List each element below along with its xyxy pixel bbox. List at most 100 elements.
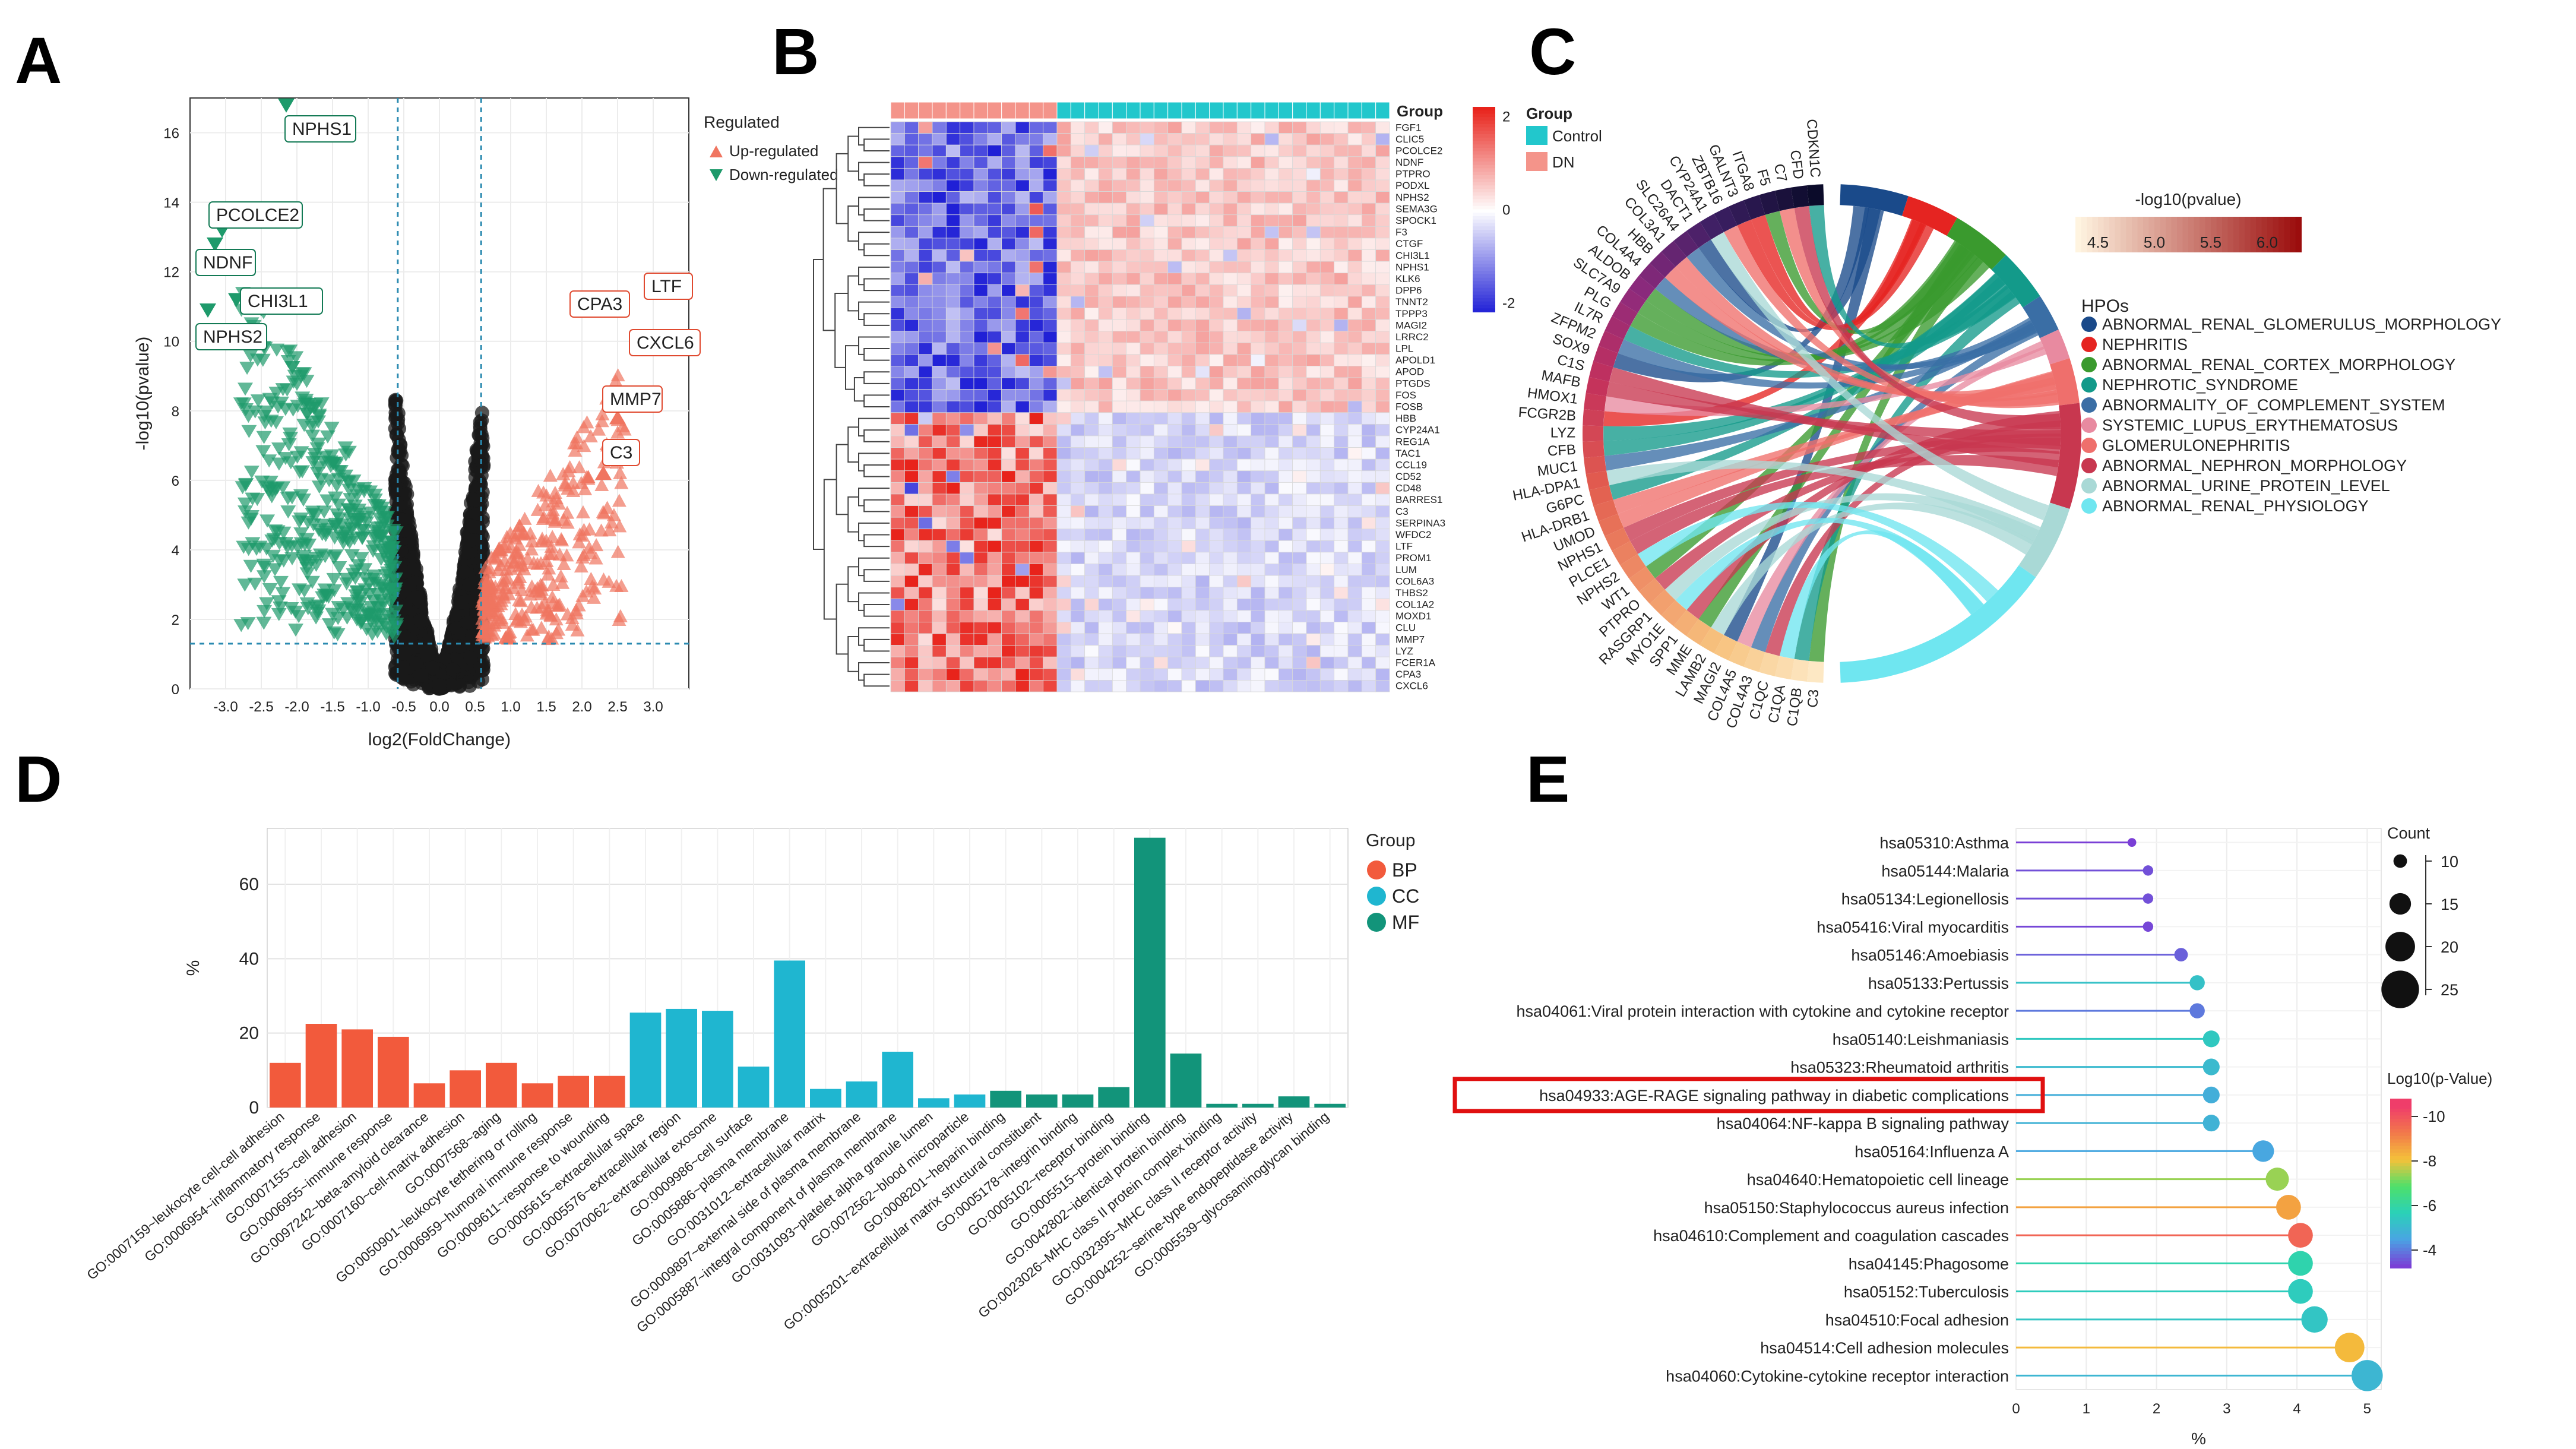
- heat-cell: [1251, 121, 1265, 134]
- heat-cell: [918, 423, 933, 436]
- heat-cell: [1264, 389, 1279, 401]
- heat-cell: [1098, 505, 1113, 518]
- heat-cell: [1167, 517, 1182, 530]
- heat-cell: [1195, 540, 1210, 553]
- down-point: [255, 445, 271, 458]
- heat-cell: [1236, 412, 1252, 425]
- heat-cell: [932, 575, 947, 588]
- heat-cell: [1181, 517, 1196, 530]
- heat-cell: [1209, 587, 1224, 599]
- heat-cell: [1334, 587, 1349, 599]
- heat-cell: [890, 214, 905, 227]
- heat-cell: [1347, 377, 1362, 390]
- heat-cell: [973, 331, 988, 343]
- heat-cell: [1084, 564, 1099, 576]
- up-point: [494, 593, 509, 607]
- heat-cell: [1236, 273, 1252, 285]
- heat-cell: [1084, 366, 1099, 378]
- heat-cell: [890, 261, 905, 274]
- ns-point: [413, 613, 428, 628]
- heat-cell: [945, 505, 961, 518]
- heat-cell: [1236, 610, 1252, 622]
- heat-cell: [1126, 598, 1141, 611]
- heat-cell: [1140, 493, 1154, 506]
- down-point: [236, 540, 252, 554]
- down-point: [378, 542, 394, 556]
- heat-cell: [1167, 366, 1182, 378]
- heat-cell: [1153, 179, 1169, 192]
- heat-cell: [987, 203, 1002, 216]
- heat-cell: [973, 482, 988, 495]
- heat-cell: [1181, 575, 1196, 588]
- heat-cell: [1306, 470, 1321, 483]
- heat-cell: [1153, 447, 1169, 460]
- heat-cell: [1056, 587, 1071, 599]
- heat-cell: [918, 435, 933, 448]
- down-point: [296, 419, 312, 432]
- heat-cell: [1264, 121, 1279, 134]
- heat-cell: [1001, 587, 1016, 599]
- heat-cell: [1236, 238, 1252, 250]
- heat-cell: [1181, 308, 1196, 320]
- heat-cell: [1028, 564, 1044, 576]
- heat-cell: [1209, 598, 1224, 611]
- down-point: [272, 601, 288, 615]
- annotation-cell: [973, 102, 988, 119]
- heat-cell: [1223, 389, 1238, 401]
- heat-cell: [1015, 179, 1030, 192]
- heat-cell: [1126, 447, 1141, 460]
- heat-cell: [1140, 354, 1154, 366]
- heat-cell: [1001, 203, 1016, 216]
- heat-cell: [1126, 249, 1141, 262]
- heat-cell: [960, 191, 974, 204]
- heat-cell: [1209, 540, 1224, 553]
- heat-cell: [1084, 412, 1099, 425]
- gene-label-box: [602, 439, 640, 466]
- heat-cell: [987, 400, 1002, 413]
- heat-cell: [945, 470, 961, 483]
- heat-cell: [1375, 121, 1390, 134]
- heat-cell: [1140, 575, 1154, 588]
- heat-cell: [1167, 400, 1182, 413]
- heat-cell: [1251, 226, 1265, 239]
- ns-point: [400, 486, 414, 501]
- heat-cell: [1264, 354, 1279, 366]
- heat-cell: [1056, 575, 1071, 588]
- heat-cell: [890, 191, 905, 204]
- heat-cell: [932, 564, 947, 576]
- down-point: [256, 616, 272, 630]
- heat-cell: [1347, 529, 1362, 541]
- up-point: [538, 498, 553, 511]
- heat-cell: [1334, 331, 1349, 343]
- heat-cell: [1236, 308, 1252, 320]
- heat-cell: [1195, 156, 1210, 169]
- heat-cell: [1140, 389, 1154, 401]
- down-point: [271, 554, 287, 568]
- heat-cell: [1223, 214, 1238, 227]
- heat-cell: [1361, 354, 1376, 366]
- heat-cell: [890, 366, 905, 378]
- heat-cell: [1195, 273, 1210, 285]
- heat-cell: [1236, 517, 1252, 530]
- heat-cell: [945, 482, 961, 495]
- x-axis-title: log2(FoldChange): [368, 730, 511, 749]
- legend-title: Regulated: [704, 113, 780, 131]
- heat-cell: [1306, 144, 1321, 157]
- heat-cell: [1112, 144, 1127, 157]
- down-point: [296, 556, 312, 570]
- heat-cell: [1098, 342, 1113, 355]
- heat-cell: [932, 133, 947, 145]
- heat-cell: [1223, 354, 1238, 366]
- heat-cell: [1043, 156, 1058, 169]
- heat-cell: [1278, 167, 1293, 181]
- down-point: [331, 465, 347, 479]
- heat-cell: [1375, 470, 1390, 483]
- y-tick-label: 0: [172, 682, 179, 698]
- heat-cell: [1098, 366, 1113, 378]
- heat-cell: [973, 552, 988, 564]
- heat-cell: [1209, 458, 1224, 472]
- down-point: [308, 509, 324, 523]
- heat-cell: [1209, 238, 1224, 250]
- heat-cell: [945, 458, 961, 472]
- heat-cell: [1001, 529, 1016, 541]
